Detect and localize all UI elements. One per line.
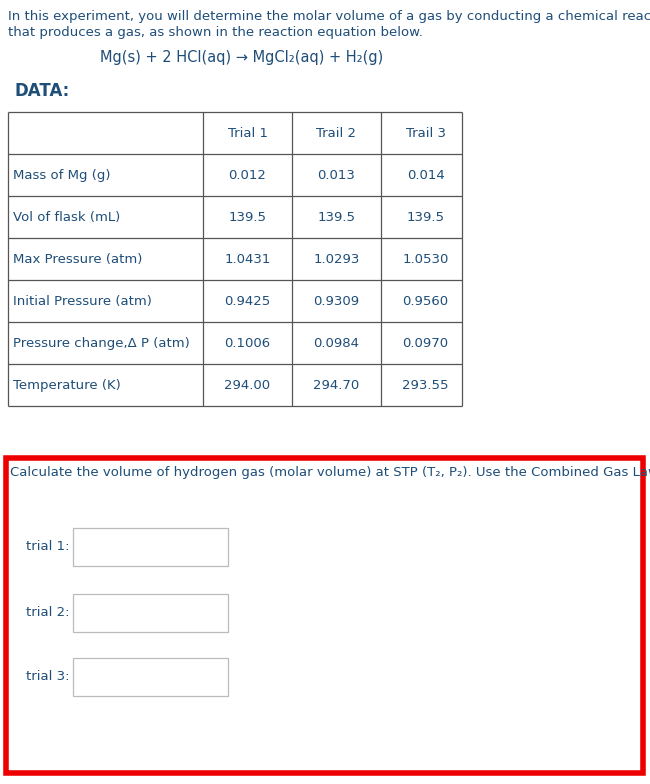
Text: Trail 3: Trail 3 (406, 126, 445, 140)
Text: DATA:: DATA: (14, 82, 70, 100)
Text: 1.0293: 1.0293 (313, 252, 359, 266)
Text: Calculate the volume of hydrogen gas (molar volume) at STP (T₂, P₂). Use the Com: Calculate the volume of hydrogen gas (mo… (10, 466, 650, 479)
Text: 1.0431: 1.0431 (224, 252, 270, 266)
Text: trial 1:: trial 1: (25, 540, 69, 554)
Text: 0.9560: 0.9560 (402, 295, 448, 307)
Text: Temperature (K): Temperature (K) (13, 379, 121, 391)
Text: In this experiment, you will determine the molar volume of a gas by conducting a: In this experiment, you will determine t… (8, 10, 650, 23)
Text: Max Pressure (atm): Max Pressure (atm) (13, 252, 142, 266)
Text: Mg(s) + 2 HCl(aq) → MgCl₂(aq) + H₂(g): Mg(s) + 2 HCl(aq) → MgCl₂(aq) + H₂(g) (100, 50, 384, 65)
Text: 0.1006: 0.1006 (224, 336, 270, 350)
Text: 1.0530: 1.0530 (402, 252, 448, 266)
Bar (73, 528, 228, 566)
Text: Vol of flask (mL): Vol of flask (mL) (13, 210, 120, 223)
Text: 0.9425: 0.9425 (224, 295, 270, 307)
Text: trial 2:: trial 2: (25, 607, 69, 619)
Bar (73, 658, 228, 696)
Text: Pressure change,Δ P (atm): Pressure change,Δ P (atm) (13, 336, 190, 350)
Text: Initial Pressure (atm): Initial Pressure (atm) (13, 295, 152, 307)
Text: that produces a gas, as shown in the reaction equation below.: that produces a gas, as shown in the rea… (8, 26, 423, 39)
Text: 0.0970: 0.0970 (402, 336, 448, 350)
Bar (6, 458, 643, 773)
Bar (73, 594, 228, 632)
Text: Trail 2: Trail 2 (317, 126, 356, 140)
Text: 294.00: 294.00 (224, 379, 270, 391)
Text: 139.5: 139.5 (229, 210, 266, 223)
Text: Trial 1: Trial 1 (227, 126, 268, 140)
Text: Mass of Mg (g): Mass of Mg (g) (13, 169, 111, 182)
Text: trial 3:: trial 3: (25, 670, 69, 684)
Text: 0.9309: 0.9309 (313, 295, 359, 307)
Text: 0.012: 0.012 (229, 169, 266, 182)
Text: 139.5: 139.5 (406, 210, 445, 223)
Text: 294.70: 294.70 (313, 379, 359, 391)
Text: 293.55: 293.55 (402, 379, 448, 391)
Text: 0.0984: 0.0984 (313, 336, 359, 350)
Text: 139.5: 139.5 (317, 210, 356, 223)
Text: 0.014: 0.014 (407, 169, 445, 182)
Text: 0.013: 0.013 (318, 169, 356, 182)
